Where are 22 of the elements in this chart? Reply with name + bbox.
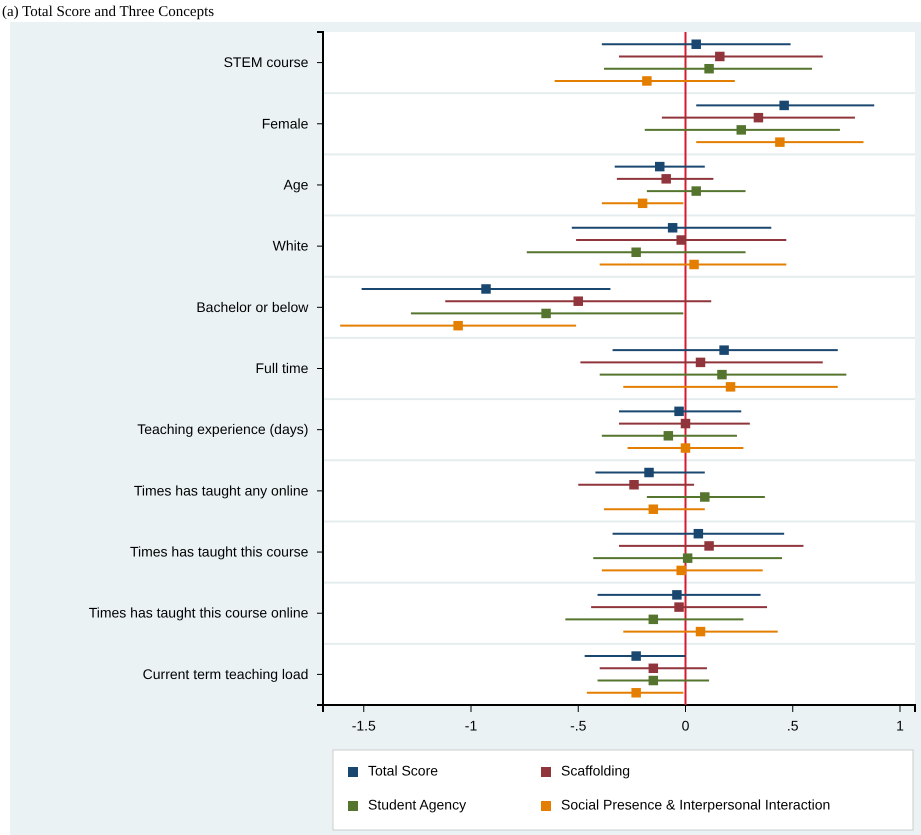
y-tick-label: Bachelor or below — [196, 298, 310, 315]
x-tick-label: 1 — [896, 717, 904, 734]
x-tick-label: .5 — [786, 717, 799, 734]
x-tick-label: -1.5 — [352, 717, 376, 734]
y-tick-label: Times has taught this course — [130, 544, 309, 560]
legend-label: Scaffolding — [561, 762, 630, 779]
y-tick-label: Age — [283, 176, 309, 192]
y-tick-label: STEM course — [224, 54, 309, 70]
x-tick-label: -.5 — [570, 717, 587, 734]
x-tick-label: 0 — [682, 717, 690, 734]
y-tick-label: Female — [262, 115, 309, 132]
legend-label: Total Score — [368, 762, 438, 779]
y-tick-label: Times has taught this course online — [88, 604, 309, 621]
x-tick-label: -1 — [464, 717, 478, 734]
y-tick-label: Times has taught any online — [134, 482, 309, 498]
legend-label: Student Agency — [368, 796, 466, 813]
y-tick-label: White — [272, 238, 309, 254]
y-tick-label: Full time — [255, 360, 309, 376]
y-tick-label: Teaching experience (days) — [137, 421, 308, 438]
text: (a) Total Score and Three Concepts — [2, 4, 214, 20]
legend-label: Social Presence & Interpersonal Interaction — [561, 796, 830, 813]
y-tick-label: Current term teaching load — [142, 666, 308, 682]
